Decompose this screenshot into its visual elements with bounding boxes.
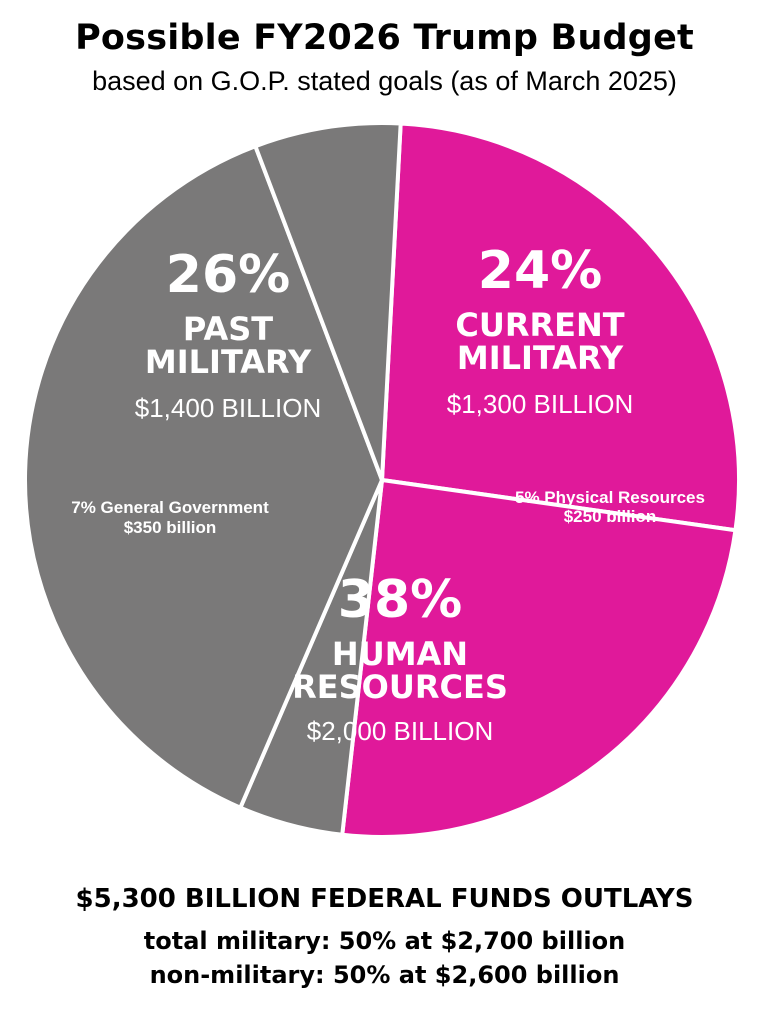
slice-amount-3: $2,000 BILLION	[307, 716, 493, 746]
slice-amount-0: $1,400 BILLION	[135, 393, 321, 423]
chart-subtitle: based on G.O.P. stated goals (as of Marc…	[92, 66, 677, 96]
pie-slice-3	[23, 144, 384, 810]
slice-amount-2: $250 billion	[564, 507, 657, 526]
chart-title: Possible FY2026 Trump Budget	[75, 18, 694, 58]
slice-label-3-1: RESOURCES	[292, 668, 508, 706]
slice-label-0-0: PAST	[183, 310, 273, 348]
slice-amount-4: $350 billion	[124, 518, 217, 537]
slice-label-0-1: MILITARY	[145, 343, 312, 381]
slice-label-1-0: CURRENT	[455, 306, 624, 344]
military-total: total military: 50% at $2,700 billion	[143, 927, 626, 955]
slice-percent-1: 24%	[478, 241, 602, 301]
slice-label-3-0: HUMAN	[332, 635, 468, 673]
pie-slice-0	[380, 121, 741, 533]
slice-label-1-1: MILITARY	[457, 339, 624, 377]
slice-amount-1: $1,300 BILLION	[447, 389, 633, 419]
slice-percent-0: 26%	[166, 245, 290, 305]
pie-slice-4	[253, 121, 403, 482]
total-outlays: $5,300 BILLION FEDERAL FUNDS OUTLAYS	[75, 884, 694, 914]
slice-label-4-0: 7% General Government	[71, 498, 269, 517]
slice-label-2-0: 5% Physical Resources	[515, 488, 705, 507]
pie-slice-1	[340, 478, 738, 839]
slice-percent-3: 38%	[338, 570, 462, 630]
non-military-total: non-military: 50% at $2,600 billion	[149, 961, 620, 989]
